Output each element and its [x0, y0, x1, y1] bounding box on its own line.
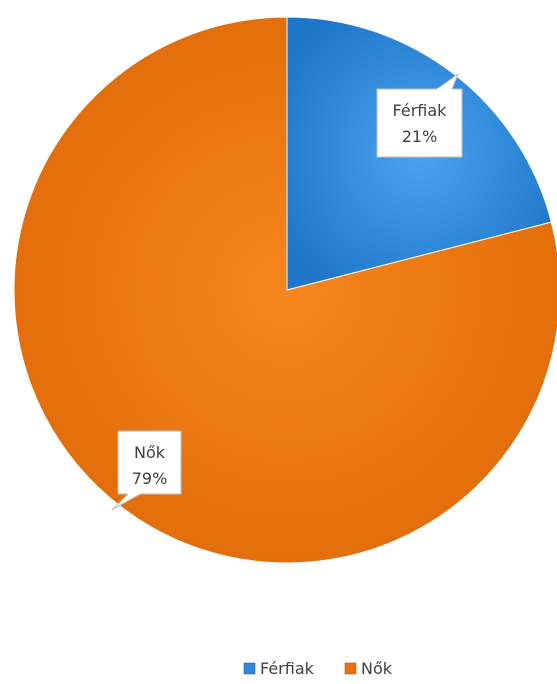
data-label-value-ferfiak: 21%: [402, 127, 438, 146]
data-label-category-nok: Nők: [134, 443, 166, 462]
pie-slices: [13, 16, 557, 564]
legend: Férfiak Nők: [243, 659, 393, 678]
legend-label-nok: Nők: [361, 659, 393, 678]
legend-label-ferfiak: Férfiak: [260, 659, 315, 678]
data-label-ferfiak: Férfiak 21%: [376, 72, 463, 158]
legend-swatch-ferfiak: [243, 662, 256, 675]
data-label-box-nok: [117, 430, 182, 495]
data-label-box-ferfiak: [376, 88, 463, 158]
data-label-category-ferfiak: Férfiak: [393, 101, 448, 120]
legend-swatch-nok: [344, 662, 357, 675]
data-labels: Férfiak 21% Nők 79%: [111, 72, 463, 511]
data-label-nok: Nők 79%: [111, 430, 182, 511]
data-label-value-nok: 79%: [132, 469, 168, 488]
